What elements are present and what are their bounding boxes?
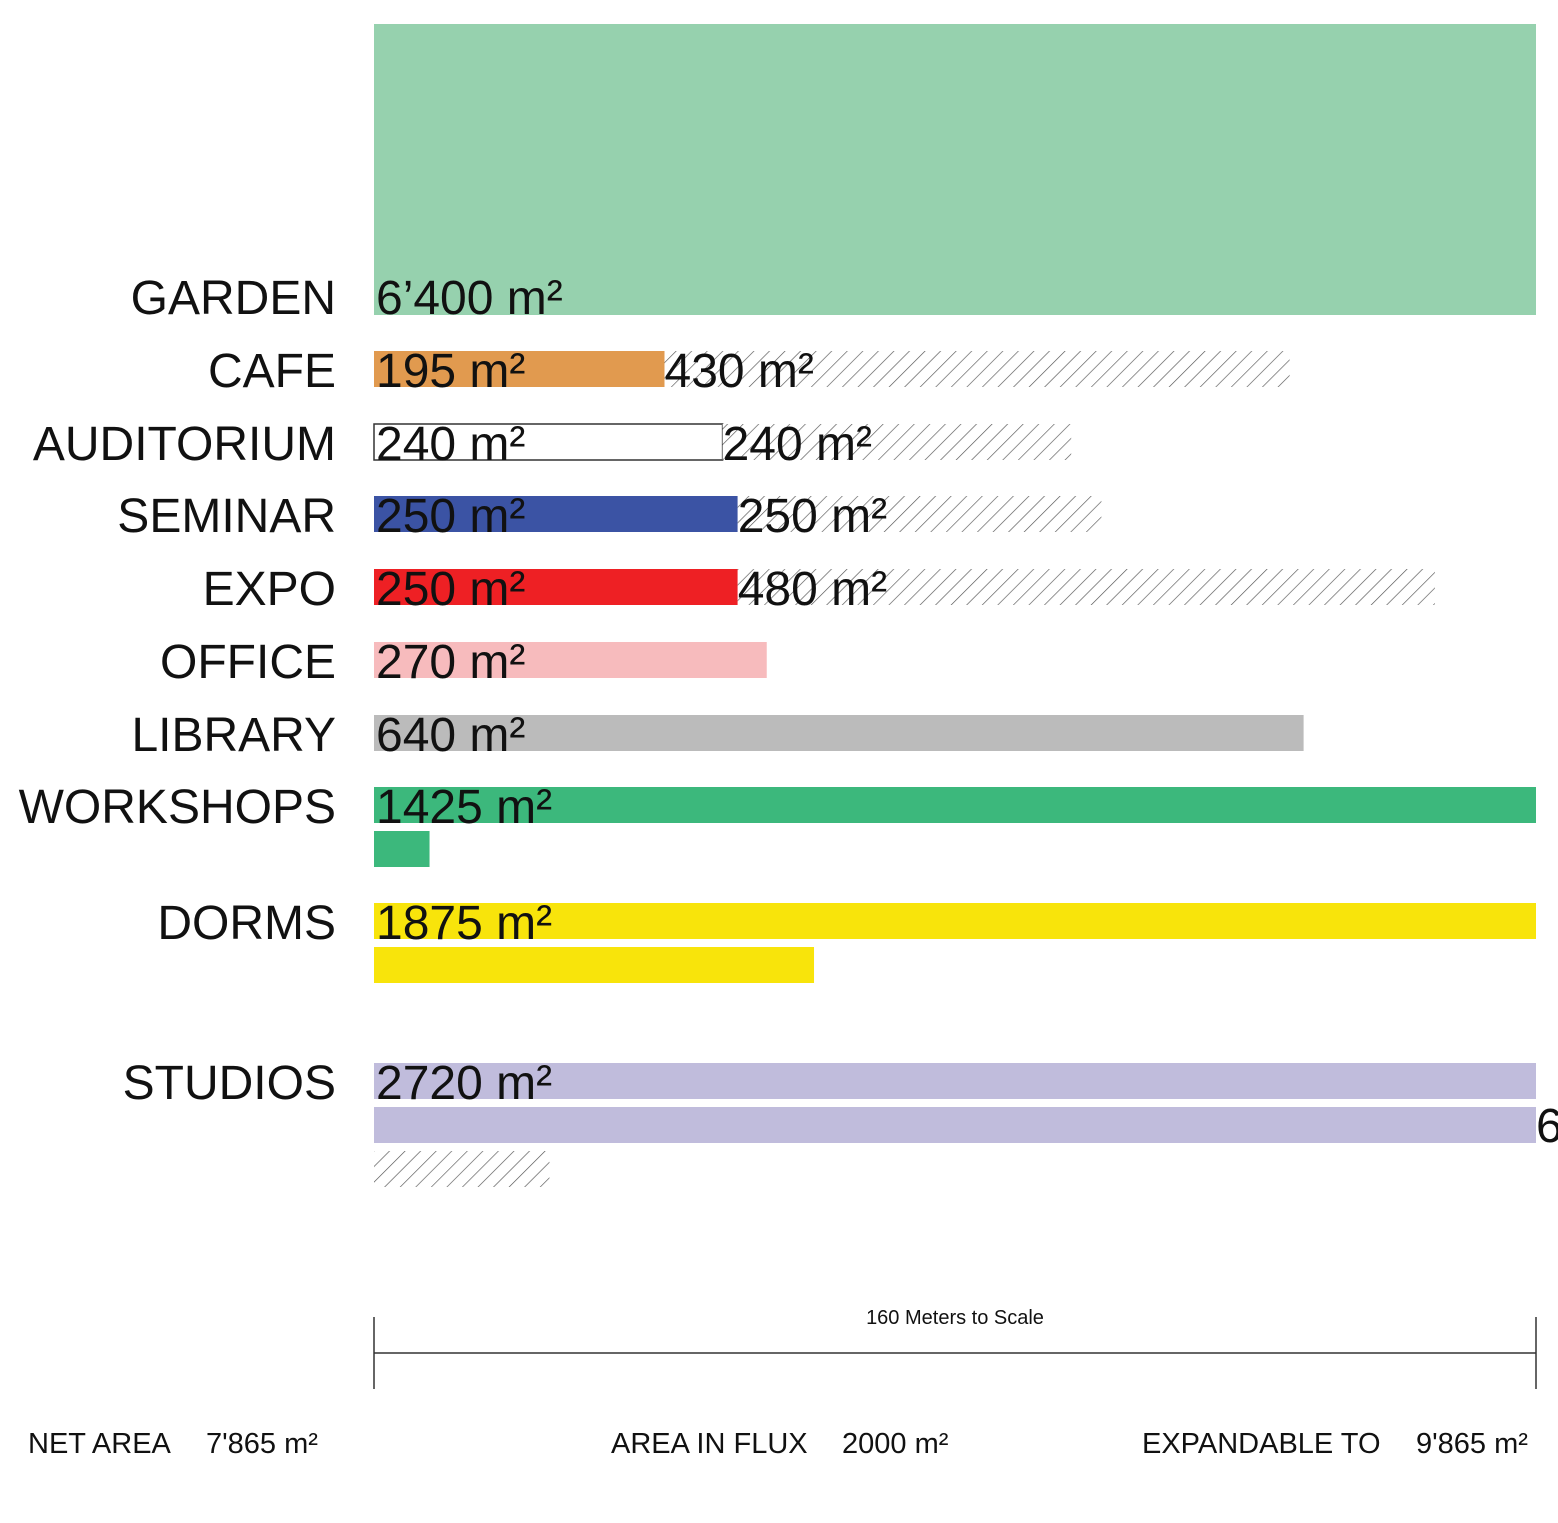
net-bar-workshops-0 <box>374 787 1536 823</box>
net-area-value: 7'865 m² <box>206 1428 318 1460</box>
flux-label-cafe: 430 m² <box>665 345 814 398</box>
flux-label-expo: 480 m² <box>738 563 887 616</box>
category-label-expo: EXPO <box>203 563 336 616</box>
net-bar-studios-0 <box>374 1063 1536 1099</box>
net-bar-seminar <box>374 496 738 532</box>
value-label-seminar: 250 m² <box>376 490 525 543</box>
flux-bar-seminar <box>737 496 1102 532</box>
value-label-expo: 250 m² <box>376 563 525 616</box>
value-label-studios: 2720 m² <box>376 1057 552 1110</box>
value-label-cafe: 195 m² <box>376 345 525 398</box>
scale-bar: 160 Meters to Scale <box>373 1307 1537 1389</box>
net-area-label: NET AREA <box>28 1428 171 1460</box>
category-label-library: LIBRARY <box>131 709 336 762</box>
net-bar-dorms-0 <box>374 903 1536 939</box>
area-in-flux-value: 2000 m² <box>842 1428 949 1460</box>
garden-bar <box>374 24 1536 315</box>
net-bar-studios-1 <box>374 1107 1536 1143</box>
bars-layer <box>373 24 1536 1187</box>
flux-bar-auditorium <box>722 424 1072 460</box>
category-label-studios: STUDIOS <box>123 1057 336 1110</box>
value-label-garden: 6’400 m² <box>376 272 563 325</box>
category-label-office: OFFICE <box>160 636 336 689</box>
category-label-seminar: SEMINAR <box>117 490 336 543</box>
category-label-dorms: DORMS <box>157 897 336 950</box>
flux-bar-cafe <box>664 351 1290 387</box>
net-bar-expo <box>374 569 738 605</box>
category-label-garden: GARDEN <box>131 272 336 325</box>
net-bar-workshops-1 <box>374 831 430 867</box>
area-in-flux-label: AREA IN FLUX <box>611 1428 808 1460</box>
flux-bar-expo <box>737 569 1435 605</box>
value-label-auditorium: 240 m² <box>376 418 525 471</box>
flux-bar-studios-1 <box>374 1151 550 1187</box>
category-label-workshops: WORKSHOPS <box>19 781 336 834</box>
net-bar-dorms-1 <box>374 947 815 983</box>
value-label-dorms: 1875 m² <box>376 897 552 950</box>
labels-layer: GARDEN 6’400 m² CAFE 195 m² 430 m² AUDITORIUM… <box>19 272 1558 1153</box>
flux-label-studios: 600m² <box>1536 1100 1558 1153</box>
net-bar-library <box>374 715 1304 751</box>
flux-label-auditorium: 240 m² <box>723 418 872 471</box>
scale-bar-label: 160 Meters to Scale <box>866 1307 1044 1329</box>
net-bar-office <box>374 642 767 678</box>
value-label-library: 640 m² <box>376 709 525 762</box>
net-bar-cafe <box>374 351 665 387</box>
flux-label-seminar: 250 m² <box>738 490 887 543</box>
value-label-workshops: 1425 m² <box>376 781 552 834</box>
value-label-office: 270 m² <box>376 636 525 689</box>
category-label-auditorium: AUDITORIUM <box>33 418 336 471</box>
category-label-cafe: CAFE <box>208 345 336 398</box>
expandable-to-label: EXPANDABLE TO <box>1142 1428 1381 1460</box>
expandable-to-value: 9'865 m² <box>1416 1428 1528 1460</box>
